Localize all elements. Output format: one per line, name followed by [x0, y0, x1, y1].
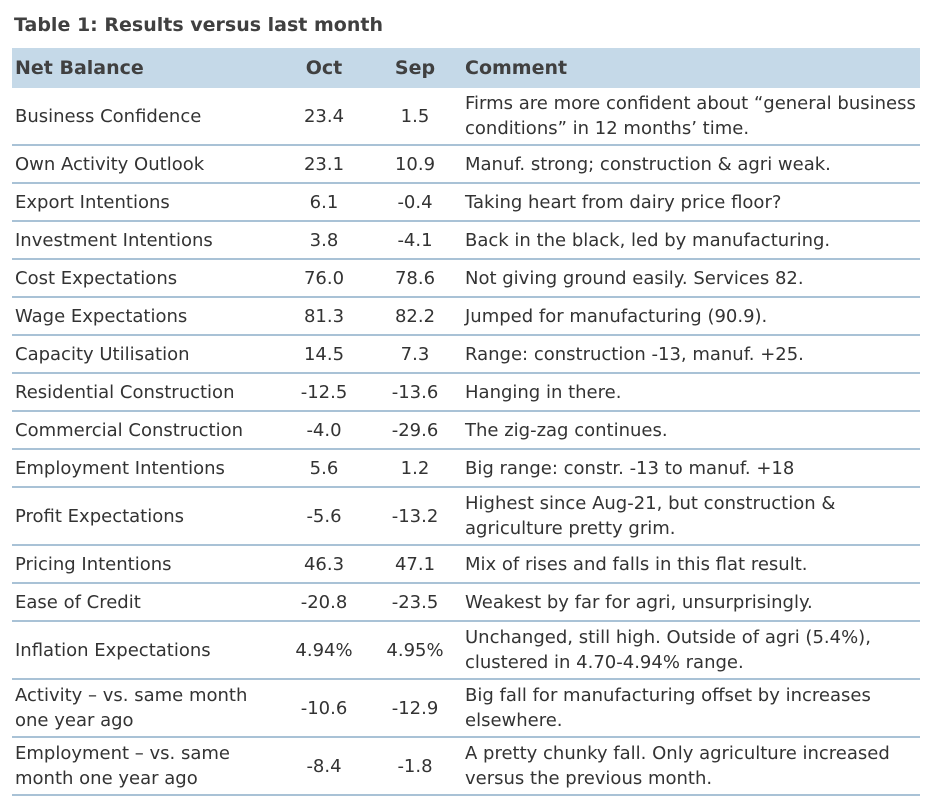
sep-value: 4.95% — [368, 621, 462, 680]
results-table: Net Balance Oct Sep Comment Business Con… — [12, 48, 920, 796]
table-body: Business Confidence 23.4 1.5 Firms are more… — [12, 88, 920, 796]
sep-value: 1.2 — [368, 449, 462, 488]
sep-value: -0.4 — [368, 183, 462, 222]
table-row: Inflation Expectations 4.94% 4.95% Unchange… — [12, 621, 920, 680]
comment: Firms are more confident about “general … — [462, 88, 920, 146]
row-label: Capacity Utilisation — [12, 335, 280, 374]
row-label: Export Intentions — [12, 183, 280, 222]
oct-value: -4.0 — [280, 411, 368, 450]
header-cell: Sep — [368, 48, 462, 88]
oct-value: 23.4 — [280, 88, 368, 146]
oct-value: 3.8 — [280, 221, 368, 260]
sep-value: 1.5 — [368, 88, 462, 146]
header-cell: Oct — [280, 48, 368, 88]
header-cell: Net Balance — [12, 48, 280, 88]
row-label: Cost Expectations — [12, 259, 280, 298]
table-row: Pricing Intentions 46.3 47.1 Mix of rises a… — [12, 545, 920, 584]
row-label: Investment Intentions — [12, 221, 280, 260]
row-label: Commercial Construction — [12, 411, 280, 450]
table-row: Employment Intentions 5.6 1.2 Big range: co… — [12, 449, 920, 488]
table-row: Capacity Utilisation 14.5 7.3 Range: constr… — [12, 335, 920, 374]
comment: Jumped for manufacturing (90.9). — [462, 297, 920, 336]
table-row: Own Activity Outlook 23.1 10.9 Manuf. stron… — [12, 145, 920, 184]
comment: Range: construction -13, manuf. +25. — [462, 335, 920, 374]
oct-value: 5.6 — [280, 449, 368, 488]
row-label: Wage Expectations — [12, 297, 280, 336]
table-row: Business Confidence 23.4 1.5 Firms are more… — [12, 88, 920, 146]
oct-value: -8.4 — [280, 737, 368, 796]
row-label: Profit Expectations — [12, 487, 280, 546]
comment: Hanging in there. — [462, 373, 920, 412]
row-label: Pricing Intentions — [12, 545, 280, 584]
table-row: Residential Construction -12.5 -13.6 Hangin… — [12, 373, 920, 412]
sep-value: -13.2 — [368, 487, 462, 546]
sep-value: -13.6 — [368, 373, 462, 412]
row-label: Employment Intentions — [12, 449, 280, 488]
comment: A pretty chunky fall. Only agriculture i… — [462, 737, 920, 796]
comment: Manuf. strong; construction & agri weak. — [462, 145, 920, 184]
table-row: Cost Expectations 76.0 78.6 Not giving grou… — [12, 259, 920, 298]
sep-value: -23.5 — [368, 583, 462, 622]
oct-value: 76.0 — [280, 259, 368, 298]
oct-value: 23.1 — [280, 145, 368, 184]
row-label: Activity – vs. same month one year ago — [12, 679, 280, 738]
table-row: Export Intentions 6.1 -0.4 Taking heart fro… — [12, 183, 920, 222]
table-row: Investment Intentions 3.8 -4.1 Back in the … — [12, 221, 920, 260]
row-label: Business Confidence — [12, 88, 280, 146]
table-row: Activity – vs. same month one year ago -1… — [12, 679, 920, 738]
oct-value: -10.6 — [280, 679, 368, 738]
oct-value: -20.8 — [280, 583, 368, 622]
oct-value: -12.5 — [280, 373, 368, 412]
sep-value: 82.2 — [368, 297, 462, 336]
row-label: Employment – vs. same month one year ago — [12, 737, 280, 796]
row-label: Inflation Expectations — [12, 621, 280, 680]
sep-value: -12.9 — [368, 679, 462, 738]
table-row: Wage Expectations 81.3 82.2 Jumped for manu… — [12, 297, 920, 336]
comment: Not giving ground easily. Services 82. — [462, 259, 920, 298]
oct-value: 46.3 — [280, 545, 368, 584]
sep-value: -1.8 — [368, 737, 462, 796]
comment: Big fall for manufacturing offset by inc… — [462, 679, 920, 738]
comment: Back in the black, led by manufacturing. — [462, 221, 920, 260]
comment: Weakest by far for agri, unsurprisingly. — [462, 583, 920, 622]
table-row: Employment – vs. same month one year ago… — [12, 737, 920, 796]
oct-value: 14.5 — [280, 335, 368, 374]
sep-value: 7.3 — [368, 335, 462, 374]
oct-value: -5.6 — [280, 487, 368, 546]
sep-value: -29.6 — [368, 411, 462, 450]
table-row: Ease of Credit -20.8 -23.5 Weakest by far f… — [12, 583, 920, 622]
oct-value: 4.94% — [280, 621, 368, 680]
comment: Big range: constr. -13 to manuf. +18 — [462, 449, 920, 488]
comment: Taking heart from dairy price floor? — [462, 183, 920, 222]
comment: The zig-zag continues. — [462, 411, 920, 450]
sep-value: -4.1 — [368, 221, 462, 260]
comment: Mix of rises and falls in this flat resu… — [462, 545, 920, 584]
sep-value: 78.6 — [368, 259, 462, 298]
table-title: Table 1: Results versus last month — [14, 14, 383, 36]
comment: Unchanged, still high. Outside of agri (… — [462, 621, 920, 680]
header-cell: Comment — [462, 48, 920, 88]
sep-value: 47.1 — [368, 545, 462, 584]
table-row: Profit Expectations -5.6 -13.2 Highest sinc… — [12, 487, 920, 546]
table-row: Commercial Construction -4.0 -29.6 The zig-… — [12, 411, 920, 450]
row-label: Own Activity Outlook — [12, 145, 280, 184]
row-label: Ease of Credit — [12, 583, 280, 622]
comment: Highest since Aug-21, but construction &… — [462, 487, 920, 546]
row-label: Residential Construction — [12, 373, 280, 412]
oct-value: 81.3 — [280, 297, 368, 336]
sep-value: 10.9 — [368, 145, 462, 184]
oct-value: 6.1 — [280, 183, 368, 222]
table-header: Net Balance Oct Sep Comment — [12, 48, 920, 88]
